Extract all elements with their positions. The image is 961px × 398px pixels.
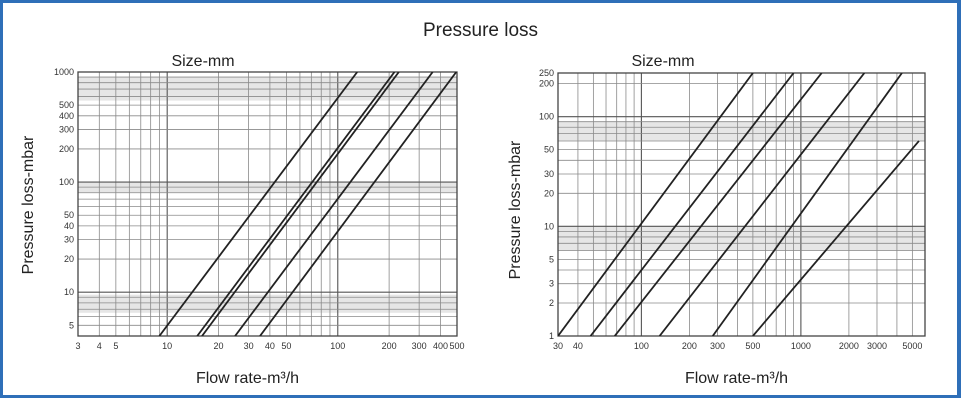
y-tick-label: 50 (544, 145, 554, 155)
x-tick-label: 400 (433, 341, 448, 351)
panel-title: Size-mm (171, 53, 234, 70)
y-axis-label: Pressure loss-mbar (507, 140, 524, 279)
y-tick-label: 100 (539, 112, 554, 122)
size-line-2 (196, 72, 396, 336)
grid-band (558, 121, 925, 141)
chart-panel-1: 3 4 5 10 20 30 40 50 100 200 300 400 500100050040030… (20, 53, 465, 387)
y-tick-label: 10 (544, 221, 554, 231)
y-tick-label: 1 (549, 331, 554, 341)
size-line-5 (711, 73, 903, 336)
y-tick-label: 100 (59, 177, 74, 187)
x-tick-label: 300 (412, 341, 427, 351)
series-group (158, 72, 457, 336)
y-tick-label: 40 (64, 221, 74, 231)
y-tick-label: 400 (59, 111, 74, 121)
y-tick-label: 30 (544, 169, 554, 179)
x-tick-label: 30 (244, 341, 254, 351)
series-group (558, 73, 920, 336)
x-tick-label: 200 (682, 341, 697, 351)
x-tick-label: 40 (573, 341, 583, 351)
x-axis-label: Flow rate-m³/h (685, 370, 788, 387)
size-line-3 (613, 73, 823, 336)
x-tick-label: 500 (449, 341, 464, 351)
y-tick-label: 5 (549, 254, 554, 264)
y-tick-label: 30 (64, 235, 74, 245)
plot-border (557, 72, 926, 337)
figure-title: Pressure loss (422, 20, 539, 41)
y-tick-label: 5 (69, 320, 74, 330)
x-tick-label: 500 (745, 341, 760, 351)
x-tick-label: 100 (330, 341, 345, 351)
size-line-4 (234, 72, 434, 336)
x-tick-label: 5 (113, 341, 118, 351)
x-tick-label: 2000 (839, 341, 859, 351)
y-tick-label: 500 (59, 100, 74, 110)
x-tick-label: 3000 (867, 341, 887, 351)
x-tick-label: 300 (710, 341, 725, 351)
x-tick-label: 4 (97, 341, 102, 351)
size-line-4 (658, 73, 866, 336)
size-line-6 (752, 140, 920, 336)
size-line-1 (558, 73, 754, 336)
panel-title: Size-mm (631, 53, 694, 70)
y-tick-label: 200 (539, 79, 554, 89)
size-line-2 (589, 73, 795, 336)
x-tick-label: 3 (75, 341, 80, 351)
chart-panel-2: 30 40 100 200 300 500 1000 2000 3000 500025020010… (507, 53, 926, 387)
y-tick-label: 20 (64, 254, 74, 264)
x-tick-label: 40 (265, 341, 275, 351)
x-axis-label: Flow rate-m³/h (196, 370, 299, 387)
size-line-3 (201, 72, 400, 336)
x-tick-label: 100 (634, 341, 649, 351)
y-tick-label: 50 (64, 210, 74, 220)
x-tick-label: 30 (553, 341, 563, 351)
y-tick-label: 200 (59, 144, 74, 154)
y-tick-label: 1000 (54, 67, 74, 77)
x-tick-label: 1000 (791, 341, 811, 351)
grid-band (78, 294, 457, 313)
x-tick-label: 50 (281, 341, 291, 351)
x-tick-label: 200 (382, 341, 397, 351)
y-tick-label: 10 (64, 287, 74, 297)
x-tick-label: 10 (162, 341, 172, 351)
size-line-5 (259, 72, 457, 336)
y-tick-label: 20 (544, 188, 554, 198)
y-tick-label: 2 (549, 298, 554, 308)
x-tick-label: 5000 (902, 341, 922, 351)
y-tick-label: 250 (539, 68, 554, 78)
y-tick-label: 300 (59, 125, 74, 135)
y-tick-label: 3 (549, 279, 554, 289)
y-axis-label: Pressure loss-mbar (20, 135, 37, 274)
plot-border (77, 71, 458, 337)
size-line-1 (158, 72, 358, 336)
x-tick-label: 20 (214, 341, 224, 351)
